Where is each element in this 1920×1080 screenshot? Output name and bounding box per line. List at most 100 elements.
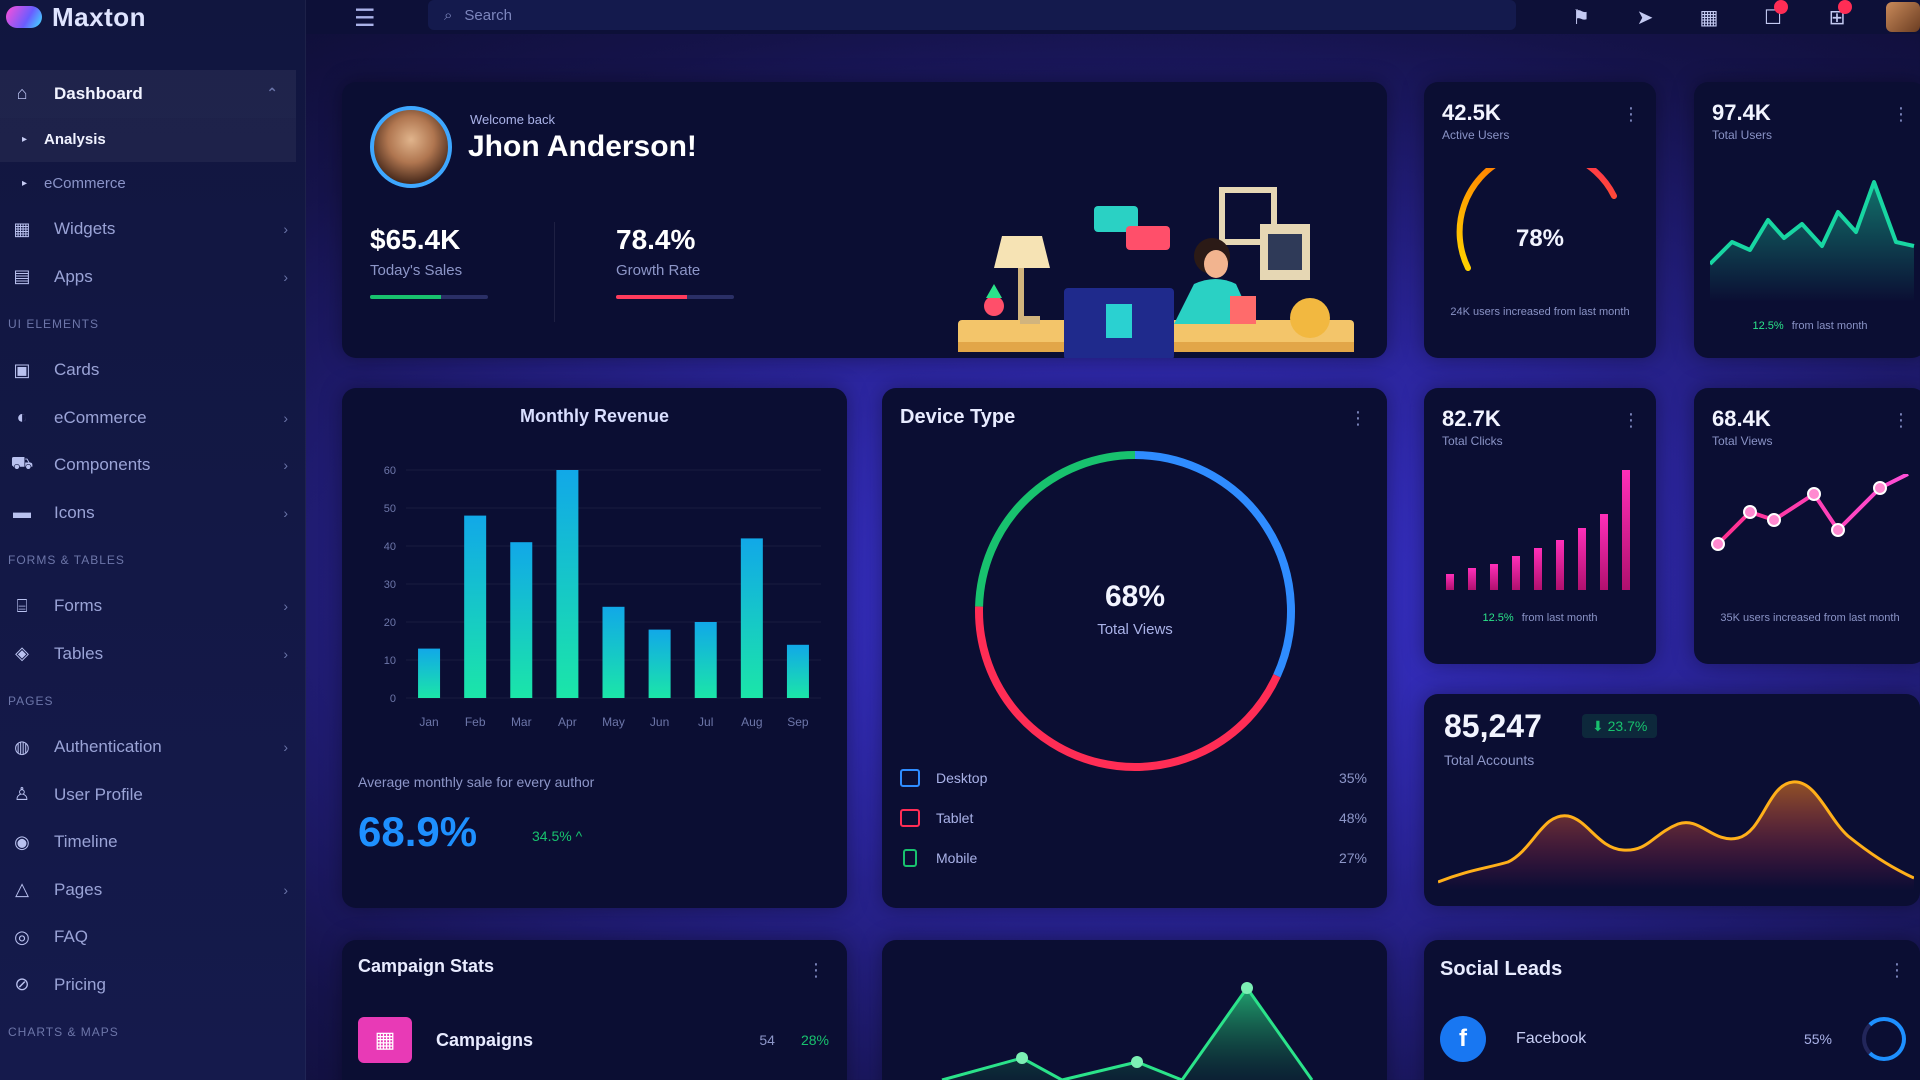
cart-badge bbox=[1838, 0, 1852, 14]
sidebar-item-icons[interactable]: ▬ Icons › bbox=[0, 489, 306, 537]
total-views-card: 68.4K Total Views ⋮ 35K users increased … bbox=[1694, 388, 1920, 664]
donut-slice-tablet bbox=[975, 606, 1281, 771]
app-logo[interactable]: Maxton bbox=[0, 0, 146, 34]
sidebar-item-timeline[interactable]: ◉ Timeline bbox=[0, 819, 306, 867]
widgets-icon: ▦ bbox=[13, 218, 31, 239]
send-icon[interactable]: ➤ bbox=[1636, 6, 1654, 29]
legend-percent: 27% bbox=[1338, 850, 1367, 866]
y-tick-label: 10 bbox=[384, 655, 396, 667]
campaign-count: 54 bbox=[759, 1032, 775, 1048]
search-input[interactable]: ⌕ Search bbox=[428, 0, 1516, 30]
hamburger-menu-icon[interactable]: ☰ bbox=[354, 5, 376, 32]
sidebar-item-tables[interactable]: ◈ Tables › bbox=[0, 630, 306, 678]
sidebar-item-cards[interactable]: ▣ Cards bbox=[0, 347, 306, 395]
more-icon[interactable]: ⋮ bbox=[1349, 408, 1367, 428]
social-row-facebook[interactable]: f Facebook 55% bbox=[1440, 1016, 1906, 1062]
logo-mark bbox=[6, 6, 42, 28]
more-icon[interactable]: ⋮ bbox=[1888, 960, 1906, 980]
card-label: Total Users bbox=[1712, 128, 1773, 142]
sidebar-item-apps[interactable]: ▤ Apps › bbox=[0, 253, 306, 301]
legend-name: Desktop bbox=[936, 770, 988, 786]
card-label: Active Users bbox=[1442, 128, 1510, 142]
sidebar-item-dashboard[interactable]: ⌂ Dashboard ⌃ bbox=[0, 70, 296, 118]
x-tick-label: Feb bbox=[465, 715, 486, 729]
legend-name: Tablet bbox=[936, 810, 974, 826]
chevron-right-icon: › bbox=[283, 504, 288, 521]
sidebar-sub-analysis[interactable]: ▸ Analysis bbox=[0, 117, 296, 162]
sidebar-item-pages[interactable]: △ Pages › bbox=[0, 866, 306, 914]
sidebar-item-label: Pages bbox=[54, 879, 103, 899]
more-icon[interactable]: ⋮ bbox=[1892, 104, 1910, 124]
chevron-right-icon: › bbox=[283, 457, 288, 474]
sidebar-item-label: Tables bbox=[54, 643, 104, 663]
language-flag-icon[interactable]: ⚑ bbox=[1572, 6, 1590, 29]
sidebar-heading-charts: CHARTS & MAPS bbox=[8, 1024, 119, 1039]
lock-icon: ◍ bbox=[14, 736, 30, 757]
users-line-chart bbox=[1710, 180, 1915, 302]
top-icons: ⚑ ➤ ▦ ☐ ⊞ bbox=[1566, 0, 1920, 32]
revenue-note: Average monthly sale for every author bbox=[358, 774, 595, 790]
legend-mobile: Mobile 27% bbox=[900, 846, 1367, 870]
arrow-right-icon: ▸ bbox=[22, 134, 28, 145]
sidebar-item-widgets[interactable]: ▦ Widgets › bbox=[0, 206, 306, 254]
donut-slice-mobile bbox=[975, 451, 1136, 607]
more-icon[interactable]: ⋮ bbox=[1892, 410, 1910, 430]
views-line-chart bbox=[1711, 474, 1909, 551]
card-value: 68.4K bbox=[1712, 406, 1771, 431]
sidebar-item-faq[interactable]: ◎ FAQ bbox=[0, 914, 306, 962]
more-icon[interactable]: ⋮ bbox=[1622, 410, 1640, 430]
icons-icon: ▬ bbox=[13, 502, 31, 523]
sidebar-sub-ecommerce[interactable]: ▸ eCommerce bbox=[0, 162, 306, 206]
sidebar-nav: ⌂ Dashboard ⌃ ▸ Analysis ▸ eCommerce ▦ W… bbox=[0, 70, 306, 1055]
sidebar-item-authentication[interactable]: ◍ Authentication › bbox=[0, 724, 306, 772]
more-icon[interactable]: ⋮ bbox=[807, 960, 825, 980]
sidebar-item-pricing[interactable]: ⊘ Pricing bbox=[0, 961, 306, 1009]
sidebar-item-user-profile[interactable]: ♙ User Profile bbox=[0, 771, 306, 819]
stat-sales: $65.4K Today's Sales bbox=[370, 224, 488, 299]
campaign-row[interactable]: ▦ Campaigns 54 28% bbox=[358, 1016, 829, 1064]
accounts-label: Total Accounts bbox=[1444, 752, 1535, 768]
sidebar-sub-label: Analysis bbox=[44, 131, 106, 148]
card-label: Total Clicks bbox=[1442, 434, 1503, 448]
chevron-right-icon: › bbox=[283, 221, 288, 238]
revenue-bar bbox=[510, 542, 533, 698]
forms-icon: ⌸ bbox=[16, 595, 28, 616]
legend-percent: 35% bbox=[1338, 770, 1367, 786]
accounts-value: 85,247 bbox=[1444, 708, 1542, 744]
total-clicks-card: 82.7K Total Clicks ⋮ 12.5% from last mont… bbox=[1424, 388, 1656, 664]
stat-value: $65.4K bbox=[370, 224, 461, 255]
stat-label: Growth Rate bbox=[616, 262, 701, 279]
campaign-stats-card: Campaign Stats ⋮ ▦ Campaigns 54 28% bbox=[342, 940, 847, 1080]
notifications-icon[interactable]: ☐ bbox=[1758, 0, 1788, 30]
sidebar-item-ecommerce[interactable]: ◐ eCommerce › bbox=[0, 394, 306, 442]
cart-icon[interactable]: ⊞ bbox=[1822, 0, 1852, 30]
cart-icon: ◐ bbox=[16, 407, 28, 428]
user-avatar[interactable] bbox=[1886, 2, 1920, 32]
accounts-area-chart bbox=[1438, 780, 1914, 890]
cards-icon: ▣ bbox=[13, 359, 31, 380]
sidebar-item-components[interactable]: ⛟ Components › bbox=[0, 442, 306, 490]
green-area-chart bbox=[941, 982, 1314, 1080]
x-tick-label: Mar bbox=[511, 715, 532, 729]
sidebar-item-label: User Profile bbox=[54, 784, 143, 804]
apps-grid-icon[interactable]: ▦ bbox=[1699, 6, 1719, 29]
sidebar-item-label: Pricing bbox=[54, 974, 106, 994]
legend-percent: 48% bbox=[1338, 810, 1367, 826]
sidebar-item-forms[interactable]: ⌸ Forms › bbox=[0, 583, 306, 631]
more-icon[interactable]: ⋮ bbox=[1622, 104, 1640, 124]
sidebar-item-label: Dashboard bbox=[54, 83, 143, 103]
card-value: 42.5K bbox=[1442, 100, 1501, 125]
revenue-bar bbox=[740, 538, 763, 698]
campaign-percent: 28% bbox=[800, 1032, 829, 1048]
sidebar-item-label: Timeline bbox=[54, 832, 118, 852]
welcome-name: Jhon Anderson! bbox=[468, 130, 697, 163]
sidebar-sub-label: eCommerce bbox=[44, 175, 126, 192]
faq-icon: ◎ bbox=[14, 926, 30, 947]
y-tick-label: 50 bbox=[384, 503, 396, 515]
app-name: Maxton bbox=[52, 1, 146, 32]
legend-name: Mobile bbox=[936, 850, 978, 866]
desktop-icon bbox=[900, 769, 920, 787]
sidebar-item-label: Forms bbox=[54, 596, 103, 616]
card-title: Social Leads bbox=[1440, 958, 1563, 980]
welcome-card: Welcome back Jhon Anderson! $65.4K Today… bbox=[342, 82, 1387, 358]
